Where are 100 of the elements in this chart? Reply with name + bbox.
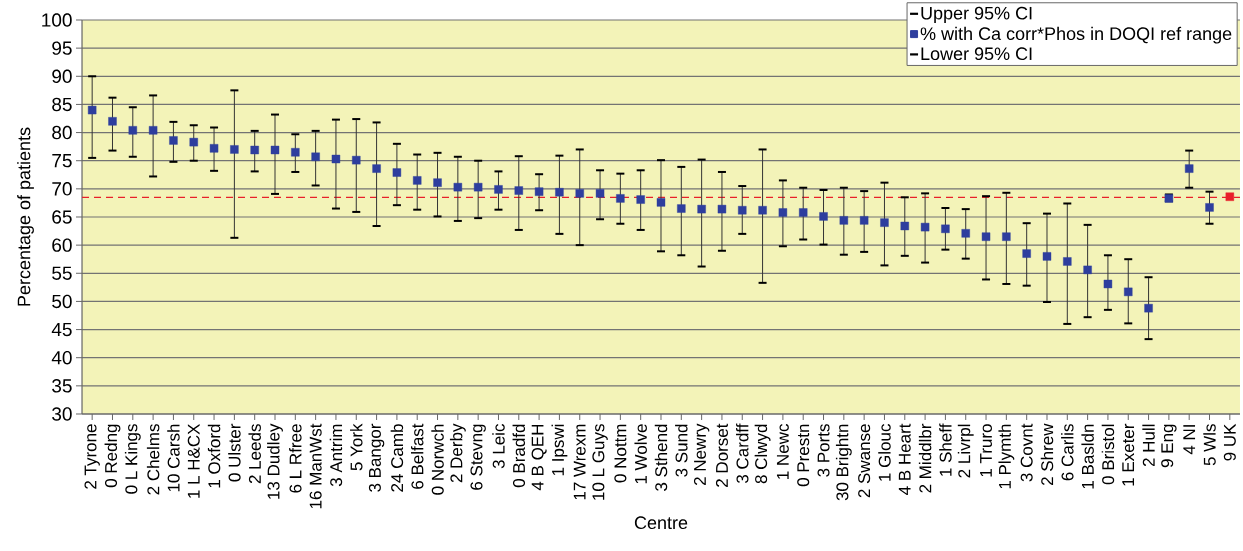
y-tick-label: 50 (52, 294, 72, 309)
x-tick-label: 0 L Kings (124, 424, 141, 494)
x-tick-label: 6 Stevng (470, 424, 486, 490)
x-tick-label: 1 Basldn (1081, 424, 1094, 489)
point (697, 204, 706, 214)
x-tick-label: 2 Hull (1142, 424, 1155, 467)
point (1144, 303, 1153, 313)
x-tick-label: 6 Carlis (1061, 424, 1074, 481)
x-tick-label: 3 Covnt (1020, 423, 1033, 482)
point (534, 187, 544, 196)
point (799, 208, 808, 217)
x-tick-label: 2 Shrew (1040, 423, 1054, 486)
point (961, 229, 970, 238)
point (941, 224, 950, 234)
y-tick-label: 40 (51, 350, 72, 365)
y-tick-label: 55 (52, 266, 72, 280)
point (209, 144, 219, 153)
x-tick-label: 3 Sthend (654, 424, 668, 491)
point (413, 176, 422, 185)
y-tick-label: 75 (52, 154, 72, 168)
x-tick-label: 0 Prestn (797, 424, 810, 487)
y-axis-title: Percentage of patients (17, 127, 34, 306)
x-tick-label: 2 Tyrone (84, 424, 100, 489)
point (331, 154, 341, 164)
x-tick-label: 2 Middlbr (918, 423, 932, 493)
point (595, 189, 605, 198)
x-tick-label: 4 B Heart (898, 423, 911, 495)
point (453, 182, 463, 192)
x-tick-label: 2 Leeds (248, 424, 261, 484)
point (656, 198, 666, 207)
x-tick-label: 1 Newc (776, 424, 789, 479)
x-tick-label: 5 Wls (1203, 424, 1216, 466)
x-tick-label: 1 Truro (980, 424, 992, 477)
point (1185, 164, 1194, 173)
point (352, 155, 361, 165)
point (311, 152, 320, 161)
y-tick-label: 60 (52, 238, 72, 252)
y-tick-label: 65 (52, 210, 72, 224)
x-tick-label: 3 Cardff (736, 423, 749, 484)
annotation: Lower 95% CI (921, 47, 1032, 61)
y-tick-label: 85 (52, 97, 72, 112)
x-tick-label: 4 B QEH (531, 424, 547, 491)
point (230, 145, 239, 154)
x-tick-label: 6 Belfast (410, 423, 424, 489)
x-tick-label: 1 Plymth (998, 424, 1015, 489)
y-tick-label: 45 (51, 322, 72, 337)
point (880, 218, 889, 227)
point (1063, 257, 1072, 266)
point (108, 117, 117, 126)
x-tick-label: 0 Bradfd (512, 424, 526, 488)
x-tick-label: 3 Ports (817, 424, 830, 477)
y-tick-label: 80 (52, 125, 72, 140)
point (555, 188, 564, 197)
x-tick-label: 2 Swanse (858, 424, 871, 498)
point (778, 208, 788, 217)
x-tick-label: 6 L Rfree (289, 424, 302, 493)
x-tick-label: 1 L H&CX (187, 423, 200, 498)
x-tick-label: 2 Newry (693, 423, 710, 486)
point (291, 148, 300, 157)
x-tick-label: 8 Clwyd (754, 424, 771, 484)
point (1002, 232, 1011, 241)
x-tick-label: 3 Bangor (368, 423, 385, 492)
point (859, 216, 869, 225)
x-tick-label: 1 Sheff (939, 423, 952, 476)
point (1124, 287, 1133, 297)
point (514, 186, 523, 195)
x-tick-label: 16 ManWst (309, 423, 322, 509)
x-tick-label: 2 Derby (449, 423, 466, 483)
x-tick-label: 9 Eng (1161, 424, 1177, 468)
x-tick-label: 2 Livrpl (957, 424, 974, 478)
x-tick-label: 0 Nottm (614, 424, 627, 483)
point (758, 206, 767, 215)
point (433, 178, 442, 187)
x-tick-label: 10 Carsh (167, 424, 180, 492)
point (738, 206, 747, 215)
point (677, 204, 686, 213)
point (819, 212, 828, 221)
x-tick-label: 3 Antrim (329, 424, 343, 487)
y-tick-label: 70 (52, 182, 72, 196)
point (900, 221, 909, 231)
point (1205, 203, 1214, 212)
x-tick-label: 0 Bristol (1101, 424, 1115, 485)
point (372, 164, 381, 173)
y-tick-label: 30 (52, 407, 72, 421)
x-tick-label: 0 Norwch (431, 424, 444, 495)
point (839, 216, 849, 225)
x-tick-label: 3 Leic (492, 424, 505, 469)
point (1103, 279, 1113, 289)
x-tick-label: 1 Glouc (878, 424, 891, 481)
point (1083, 265, 1092, 275)
x-tick-label: 30 Brightn (835, 424, 852, 501)
point (981, 232, 991, 241)
x-tick-label: 17 Wrexm (573, 424, 586, 500)
x-axis-title: Centre (634, 516, 688, 530)
y-tick-label: 95 (52, 41, 72, 55)
y-tick-label: 100 (42, 13, 72, 27)
point (392, 168, 402, 177)
point (473, 182, 483, 192)
legend-label: % with Ca corr*Phos in DOQI ref range (920, 26, 1232, 44)
point (270, 145, 280, 155)
